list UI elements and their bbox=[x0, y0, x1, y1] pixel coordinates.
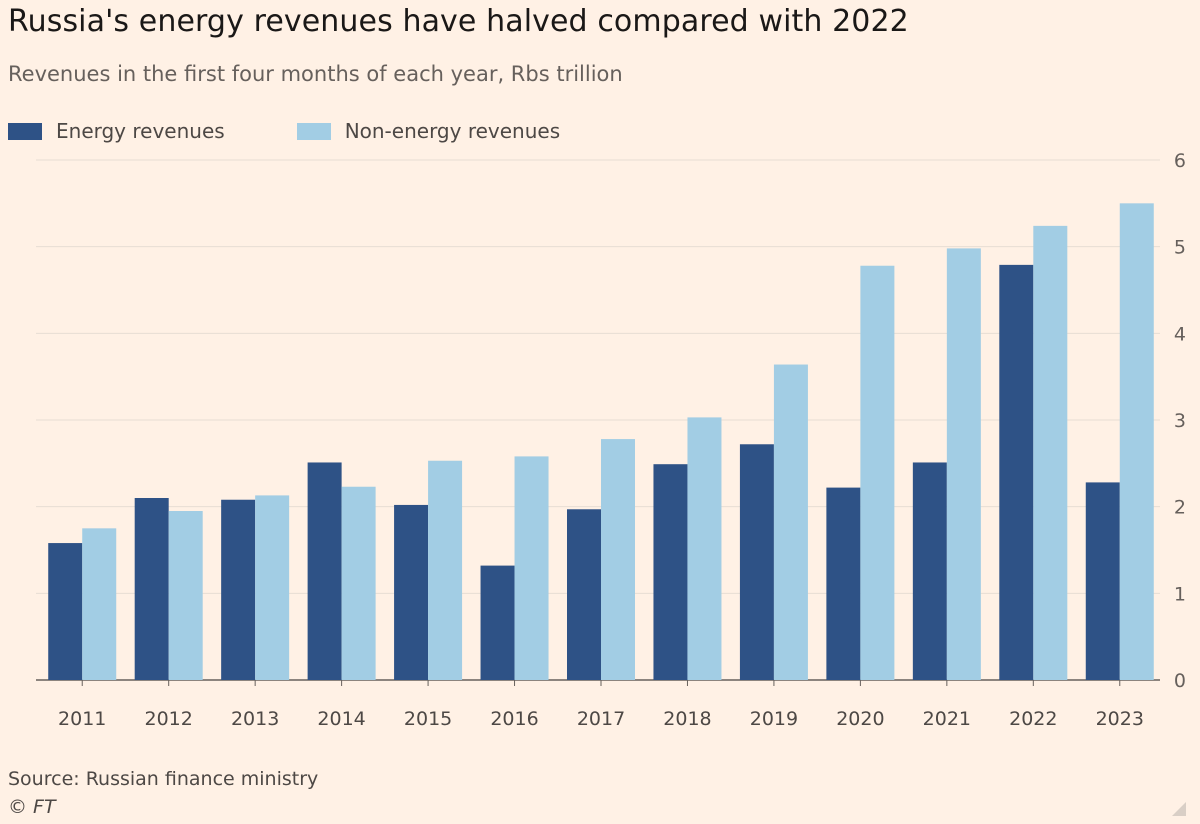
x-tick-label: 2020 bbox=[836, 708, 884, 730]
bar-non-energy bbox=[168, 511, 203, 680]
y-tick-label: 0 bbox=[1174, 670, 1186, 692]
bar-energy bbox=[912, 462, 947, 680]
bar-non-energy bbox=[1033, 225, 1068, 680]
bar-energy bbox=[48, 543, 83, 680]
legend-label-non-energy: Non-energy revenues bbox=[344, 119, 561, 143]
y-tick-label: 6 bbox=[1174, 150, 1186, 172]
x-tick-label: 2023 bbox=[1096, 708, 1144, 730]
bar-energy bbox=[653, 464, 688, 680]
legend-item-energy: Energy revenues bbox=[8, 119, 225, 143]
x-tick-label: 2018 bbox=[663, 708, 711, 730]
x-tick-label: 2019 bbox=[750, 708, 798, 730]
x-tick-label: 2016 bbox=[490, 708, 538, 730]
bar-energy bbox=[394, 504, 429, 680]
bar-non-energy bbox=[255, 495, 290, 680]
bar-non-energy bbox=[946, 248, 981, 680]
legend-swatch-energy bbox=[8, 122, 42, 140]
x-tick-label: 2015 bbox=[404, 708, 452, 730]
legend-label-energy: Energy revenues bbox=[56, 119, 225, 143]
x-tick-label: 2013 bbox=[231, 708, 279, 730]
bar-non-energy bbox=[773, 364, 808, 680]
x-tick-label: 2014 bbox=[317, 708, 365, 730]
bar-non-energy bbox=[82, 528, 117, 680]
resize-corner-icon bbox=[1172, 802, 1186, 816]
y-tick-label: 3 bbox=[1174, 410, 1186, 432]
bar-energy bbox=[567, 509, 601, 680]
bar-non-energy bbox=[601, 439, 635, 680]
source-note: Source: Russian finance ministry bbox=[8, 768, 319, 790]
bar-non-energy bbox=[860, 265, 895, 680]
x-tick-label: 2012 bbox=[145, 708, 193, 730]
bar-chart: 0 1 2 3 4 5 6 2011 2012 2013 2014 2015 2016 2017 2018 2… bbox=[36, 150, 1186, 730]
bar-energy bbox=[221, 499, 256, 680]
bar-non-energy bbox=[687, 417, 722, 680]
bar-energy bbox=[134, 498, 169, 680]
legend-item-non-energy: Non-energy revenues bbox=[296, 119, 561, 143]
copyright: © FT bbox=[8, 796, 56, 818]
x-tick-label: 2022 bbox=[1009, 708, 1057, 730]
y-tick-label: 2 bbox=[1174, 497, 1186, 519]
chart-subtitle: Revenues in the first four months of eac… bbox=[8, 62, 623, 86]
bar-non-energy bbox=[341, 486, 376, 680]
bar-energy bbox=[307, 462, 342, 680]
legend-swatch-non-energy bbox=[296, 122, 331, 140]
chart-title: Russia's energy revenues have halved com… bbox=[8, 4, 909, 39]
bar-energy bbox=[826, 487, 861, 680]
bar-energy bbox=[739, 444, 774, 680]
x-tick-label: 2017 bbox=[577, 708, 625, 730]
y-tick-label: 4 bbox=[1174, 323, 1186, 345]
legend: Energy revenues Non-energy revenues bbox=[8, 116, 632, 146]
bar-energy bbox=[999, 264, 1034, 680]
y-tick-label: 1 bbox=[1174, 583, 1186, 605]
bar-non-energy bbox=[428, 460, 463, 680]
y-tick-label: 5 bbox=[1174, 237, 1186, 259]
bar-energy bbox=[1085, 482, 1120, 680]
x-tick-label: 2021 bbox=[923, 708, 971, 730]
bar-non-energy bbox=[1119, 203, 1154, 681]
bar-energy bbox=[480, 565, 515, 680]
bar-non-energy bbox=[514, 456, 549, 680]
x-tick-label: 2011 bbox=[58, 708, 106, 730]
